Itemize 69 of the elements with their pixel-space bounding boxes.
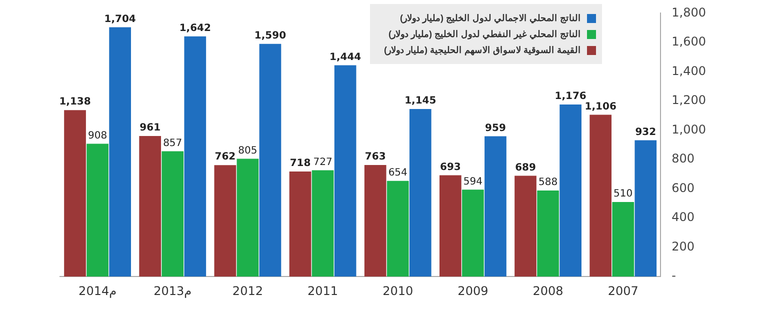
bar [439,175,462,277]
data-label: 805 [238,145,258,156]
y-tick-label: 200 [672,239,695,254]
bar [634,140,657,277]
data-label: 908 [88,130,108,142]
bar [334,65,356,277]
data-label: 654 [388,167,408,178]
y-tick-label: 800 [672,152,695,166]
data-label: 1,138 [59,96,91,108]
data-label: 588 [538,177,558,188]
bar [214,165,236,277]
data-label: 763 [364,152,386,163]
bar [590,114,612,277]
y-tick-label: 1,200 [672,93,706,108]
data-label: 1,590 [254,30,286,42]
y-tick-label: 1,400 [672,64,706,78]
y-tick-label: 600 [672,180,695,195]
x-tick-label: 2008 [532,284,564,298]
x-tick-label: 2007 [608,284,638,298]
data-label: 1,704 [104,14,136,25]
y-tick-label: 400 [672,210,695,224]
legend-label: الناتج المحلي الاجمالي لدول الخليج (مليار دولار) [400,13,581,23]
legend-label: الناتج المحلي غير النفطي لدول الخليج (مليار دولار) [388,29,581,39]
bar [236,158,259,277]
x-tick-label: 2012 [232,284,263,298]
x-tick-label: 2010 [382,284,414,298]
data-label: 693 [440,162,461,173]
bar [537,190,559,277]
bar [312,170,334,277]
y-tick-label: - [672,268,676,283]
bar [64,110,86,277]
x-tick-label: 2009 [458,284,488,298]
bar [462,190,484,277]
data-label: 727 [313,156,332,168]
data-label: 689 [515,162,536,174]
x-tick-label: 2013م [154,284,192,298]
data-label: 959 [485,122,506,134]
data-label: 961 [140,122,161,134]
bar [364,164,386,277]
y-tick-label: 1,800 [672,5,706,20]
data-label: 932 [635,126,656,138]
data-label: 1,444 [329,52,362,63]
bar [184,36,206,277]
bar [409,109,432,277]
data-label: 510 [614,188,633,200]
bar [86,144,108,277]
bar [162,151,184,277]
bar [386,180,409,277]
x-tick-label: 2014م [78,284,117,298]
bar [109,27,131,277]
bar [612,202,634,277]
bar [259,44,282,277]
bar [560,104,582,277]
data-label: 1,642 [179,22,211,34]
legend-label: القيمة السوقية لاسواق الاسهم الحليجية (مليار دولار) [384,45,581,55]
data-label: 1,106 [584,101,616,112]
y-tick-label: 1,000 [672,122,706,136]
data-label: 594 [463,176,482,188]
data-label: 857 [163,138,182,149]
data-label: 762 [214,152,236,163]
x-tick-label: 2011 [308,284,338,298]
bar [289,172,312,277]
data-label: 718 [290,158,311,170]
y-tick-label: 1,600 [672,34,706,49]
bar [514,176,536,277]
data-label: 1,176 [554,91,586,102]
bar [139,136,162,277]
bar [484,136,506,277]
data-label: 1,145 [404,96,436,107]
